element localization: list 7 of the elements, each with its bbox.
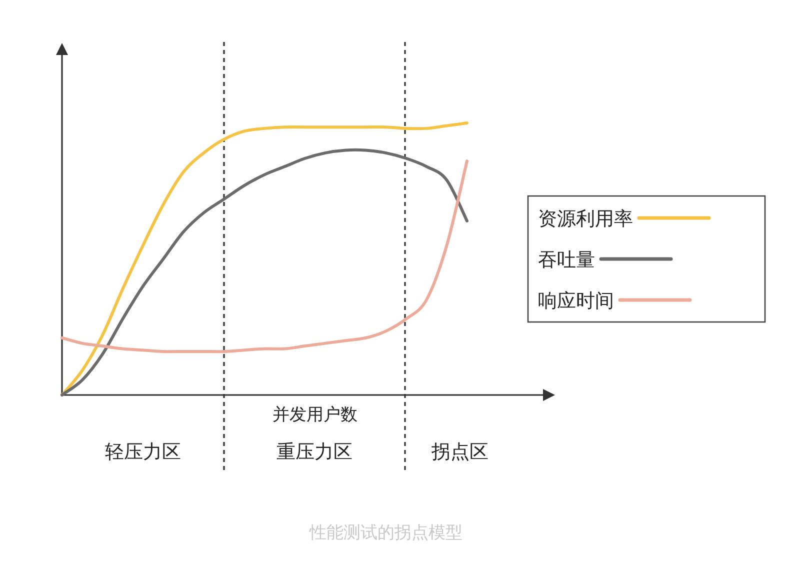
text: 拐点区: [430, 441, 488, 463]
x-axis-title: 并发用户数: [272, 405, 358, 425]
text: 轻压力区: [105, 441, 181, 463]
legend-label: 响应时间: [538, 290, 614, 312]
text: 重压力区: [276, 441, 352, 463]
legend-label: 资源利用率: [538, 208, 633, 230]
legend-label: 吞吐量: [538, 249, 595, 271]
